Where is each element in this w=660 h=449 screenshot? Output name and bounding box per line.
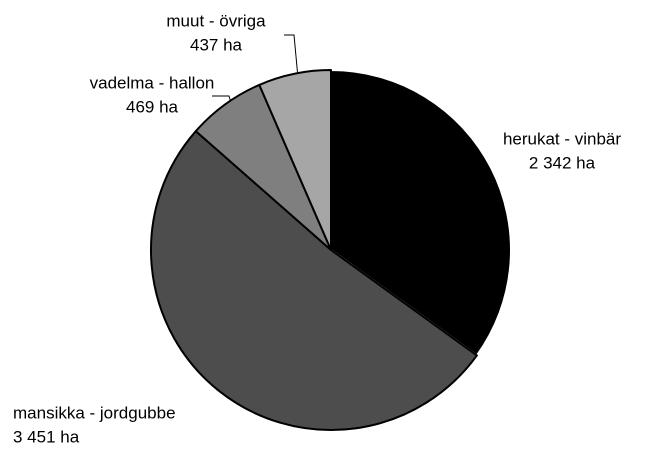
pie-slice [258, 69, 332, 251]
slice-label: mansikka - jordgubbe [13, 403, 176, 422]
value-label: 469 ha [126, 97, 179, 116]
slice-label: herukat - vinbär [503, 129, 621, 148]
pie-slice [330, 69, 512, 357]
value-label: 2 342 ha [529, 153, 596, 172]
slice-label: muut - övriga [166, 11, 266, 30]
value-label: 3 451 ha [13, 427, 80, 446]
slice-label: vadelma - hallon [90, 73, 215, 92]
leader-line [284, 34, 299, 79]
value-label: 437 ha [190, 35, 243, 54]
pie-slice [150, 130, 478, 431]
